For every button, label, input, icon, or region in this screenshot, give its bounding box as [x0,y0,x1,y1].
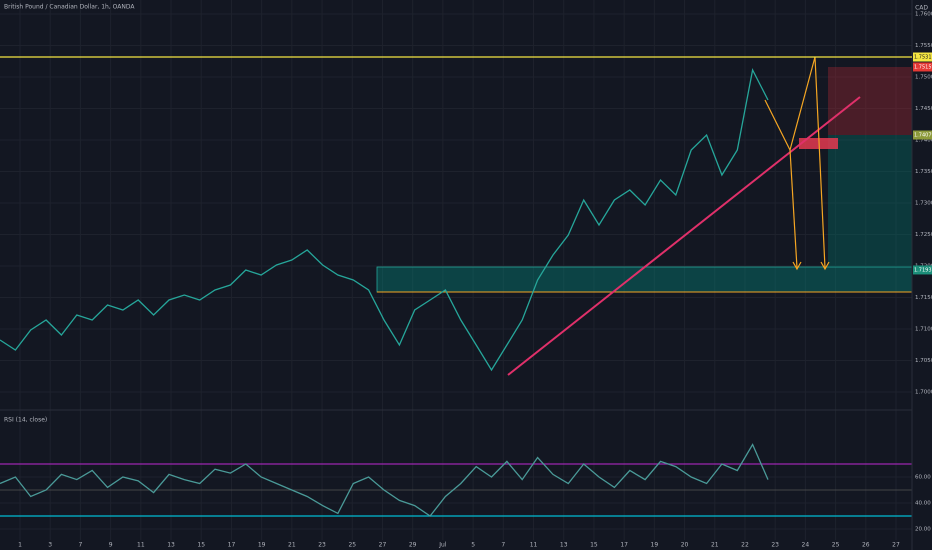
price-tag [913,62,932,72]
y-tick-label: 1.74000 [915,137,932,143]
x-tick-label: 26 [862,542,870,549]
x-tick-label: Jul [438,542,447,549]
x-tick-label: 3 [48,542,52,549]
y-tick-label: 40.00 [915,500,931,506]
x-tick-label: 13 [167,542,175,549]
series-line [0,68,769,372]
x-tick-label: 20 [681,542,689,549]
x-tick-label: 27 [892,542,900,549]
x-tick-label: 15 [590,542,598,549]
y-tick-label: 1.70500 [915,358,932,364]
price-tag [913,265,932,275]
x-tick-label: 9 [109,542,113,549]
x-tick-label: 11 [530,542,538,549]
y-tick-label: 1.76000 [915,11,932,17]
x-tick-label: 15 [197,542,205,549]
price-tag-label: 1.74079 [914,133,932,139]
x-tick-label: 22 [741,542,749,549]
y-tick-label: 1.70000 [915,389,932,395]
demand-zone [376,266,913,293]
rsi-title: RSI (14, close) [4,417,47,424]
x-tick-label: 19 [258,542,266,549]
price-tag [913,130,932,140]
y-tick-label: 1.71500 [915,295,932,301]
x-tick-label: 17 [620,542,628,549]
projection-path [789,149,798,269]
x-tick-label: 21 [288,542,296,549]
stop-box [828,67,912,135]
x-tick-label: 27 [379,542,387,549]
price-tag [913,52,932,62]
arrow-head [820,261,830,271]
x-tick-label: 13 [560,542,568,549]
y-tick-label: 1.74500 [915,106,932,112]
x-tick-label: 7 [78,542,82,549]
symbol-title: British Pound / Canadian Dollar, 1h, OAN… [4,4,135,11]
x-tick-label: 1 [18,542,22,549]
x-tick-label: 24 [802,542,810,549]
x-tick-label: 5 [471,542,475,549]
x-tick-label: 21 [711,542,719,549]
y-tick-label: 1.75000 [915,74,932,80]
price-tag-label: 1.71937 [914,267,932,273]
projection-path [764,56,826,269]
x-tick-label: 7 [501,542,505,549]
grid [0,0,912,540]
x-tick-label: 25 [832,542,840,549]
x-tick-label: 19 [651,542,659,549]
x-tick-label: 23 [318,542,326,549]
target-box [828,135,912,267]
y-tick-label: 1.73000 [915,200,932,206]
y-tick-label: 1.73500 [915,169,932,175]
price-tag-label: 1.75159 [914,64,932,70]
x-tick-label: 17 [228,542,236,549]
price-tag-label: 1.75317 [914,55,932,61]
y-tick-label: 20.00 [915,526,931,532]
x-tick-label: 29 [409,542,417,549]
x-tick-label: 23 [771,542,779,549]
trend-line [507,96,861,376]
arrow-head [792,261,802,271]
y-tick-label: 1.71000 [915,326,932,332]
y-tick-label: 60.00 [915,474,931,480]
x-tick-label: 25 [348,542,356,549]
currency: CAD [915,5,928,12]
x-tick-label: 11 [137,542,145,549]
y-tick-label: 1.72500 [915,232,932,238]
series-line [0,443,769,517]
y-tick-label: 1.75500 [915,43,932,49]
